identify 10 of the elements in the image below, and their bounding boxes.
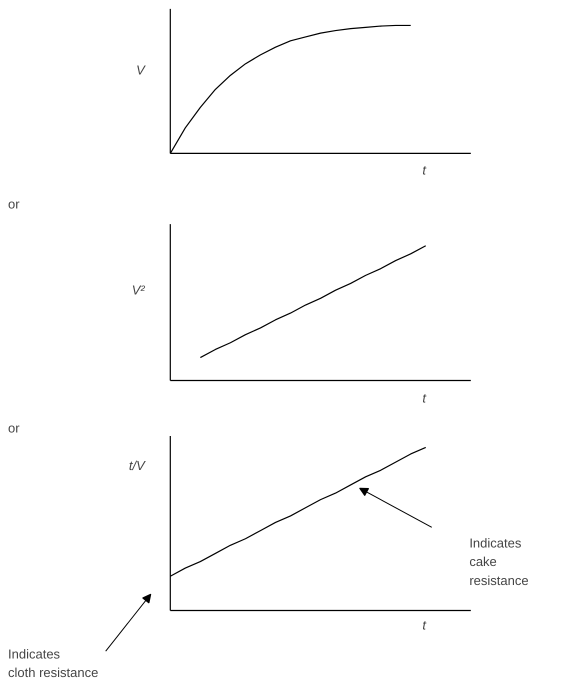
y-axis-title: t/V bbox=[128, 458, 146, 473]
annotation: Indicates cake resistance bbox=[469, 535, 529, 588]
text: or bbox=[8, 420, 20, 436]
y-axis-title: V bbox=[136, 62, 146, 78]
y-axis-title: V² bbox=[132, 282, 146, 298]
x-axis-title: t bbox=[422, 618, 428, 633]
text: Indicates cloth resistance bbox=[8, 646, 98, 680]
x-axis-title: t bbox=[422, 162, 428, 178]
x-axis-title: t bbox=[422, 390, 428, 406]
text: or bbox=[8, 196, 20, 212]
